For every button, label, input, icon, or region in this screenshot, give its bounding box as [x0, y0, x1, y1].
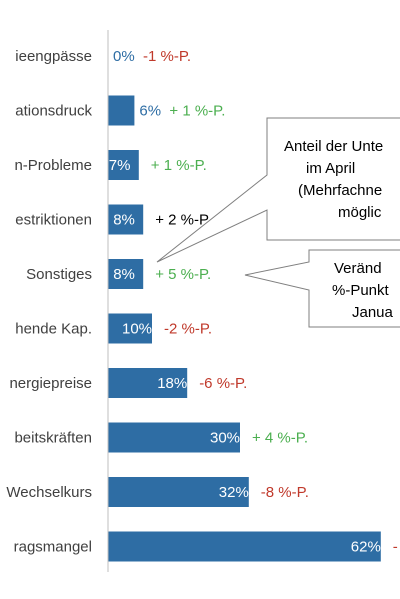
category-label: hende Kap. — [15, 321, 92, 338]
bar — [108, 368, 188, 398]
value-label: 10% — [122, 321, 152, 338]
category-label: Wechselkurs — [6, 484, 92, 501]
change-label: -8 %-P. — [261, 484, 309, 501]
change-label: + 1 %-P. — [169, 103, 225, 120]
bar — [108, 259, 144, 289]
category-label: ieengpässe — [15, 48, 92, 65]
category-label: beitskräften — [14, 430, 92, 447]
bar — [108, 95, 135, 126]
bar — [108, 150, 139, 180]
callout-line: %-Punkt — [332, 282, 390, 299]
bar — [108, 531, 381, 562]
value-label: 8% — [113, 266, 135, 283]
value-label: 8% — [113, 212, 135, 229]
change-label: + 2 %-P. — [155, 212, 211, 229]
labels-layer: ieengpässe 0% -1 %-P. ationsdruck 6% + 1 %-P.… — [6, 48, 397, 556]
value-label: 18% — [157, 375, 187, 392]
callout-share-box — [156, 117, 400, 263]
change-label: -2 %-P. — [164, 321, 212, 338]
category-label: n-Probleme — [14, 157, 92, 174]
category-label: estriktionen — [15, 212, 92, 229]
value-label: 30% — [210, 430, 240, 447]
bar — [108, 204, 144, 235]
callout-change-box — [244, 249, 400, 328]
value-label: 7% — [109, 157, 131, 174]
category-label: Sonstiges — [26, 266, 92, 283]
change-label: - — [393, 539, 398, 556]
callout-share: Anteil der Unte im April (Mehrfachne möglic — [156, 117, 400, 263]
category-label: ragsmangel — [14, 539, 92, 556]
callout-share-text: Anteil der Unte im April (Mehrfachne möglic — [284, 138, 383, 221]
change-label: -1 %-P. — [143, 48, 191, 65]
callout-change-text: Veränd %-Punkt Janua — [332, 260, 394, 321]
change-label: -6 %-P. — [199, 375, 247, 392]
callout-line: möglic — [338, 204, 382, 221]
change-label: + 1 %-P. — [151, 157, 207, 174]
callout-line: Anteil der Unte — [284, 138, 383, 155]
change-label: + 5 %-P. — [155, 266, 211, 283]
bars-layer — [108, 95, 381, 562]
callout-line: Janua — [352, 304, 394, 321]
change-label: + 4 %-P. — [252, 430, 308, 447]
value-label: 6% — [139, 103, 161, 120]
bar — [108, 313, 152, 344]
value-label: 32% — [219, 484, 249, 501]
bar — [108, 422, 240, 453]
callout-line: im April — [306, 160, 355, 177]
callout-line: Veränd — [334, 260, 382, 277]
value-label: 62% — [351, 539, 381, 556]
value-label: 0% — [113, 48, 135, 65]
callout-change: Veränd %-Punkt Janua — [244, 249, 400, 328]
bar — [108, 477, 249, 507]
category-label: nergiepreise — [9, 375, 92, 392]
category-label: ationsdruck — [15, 103, 92, 120]
callout-line: (Mehrfachne — [298, 182, 382, 199]
